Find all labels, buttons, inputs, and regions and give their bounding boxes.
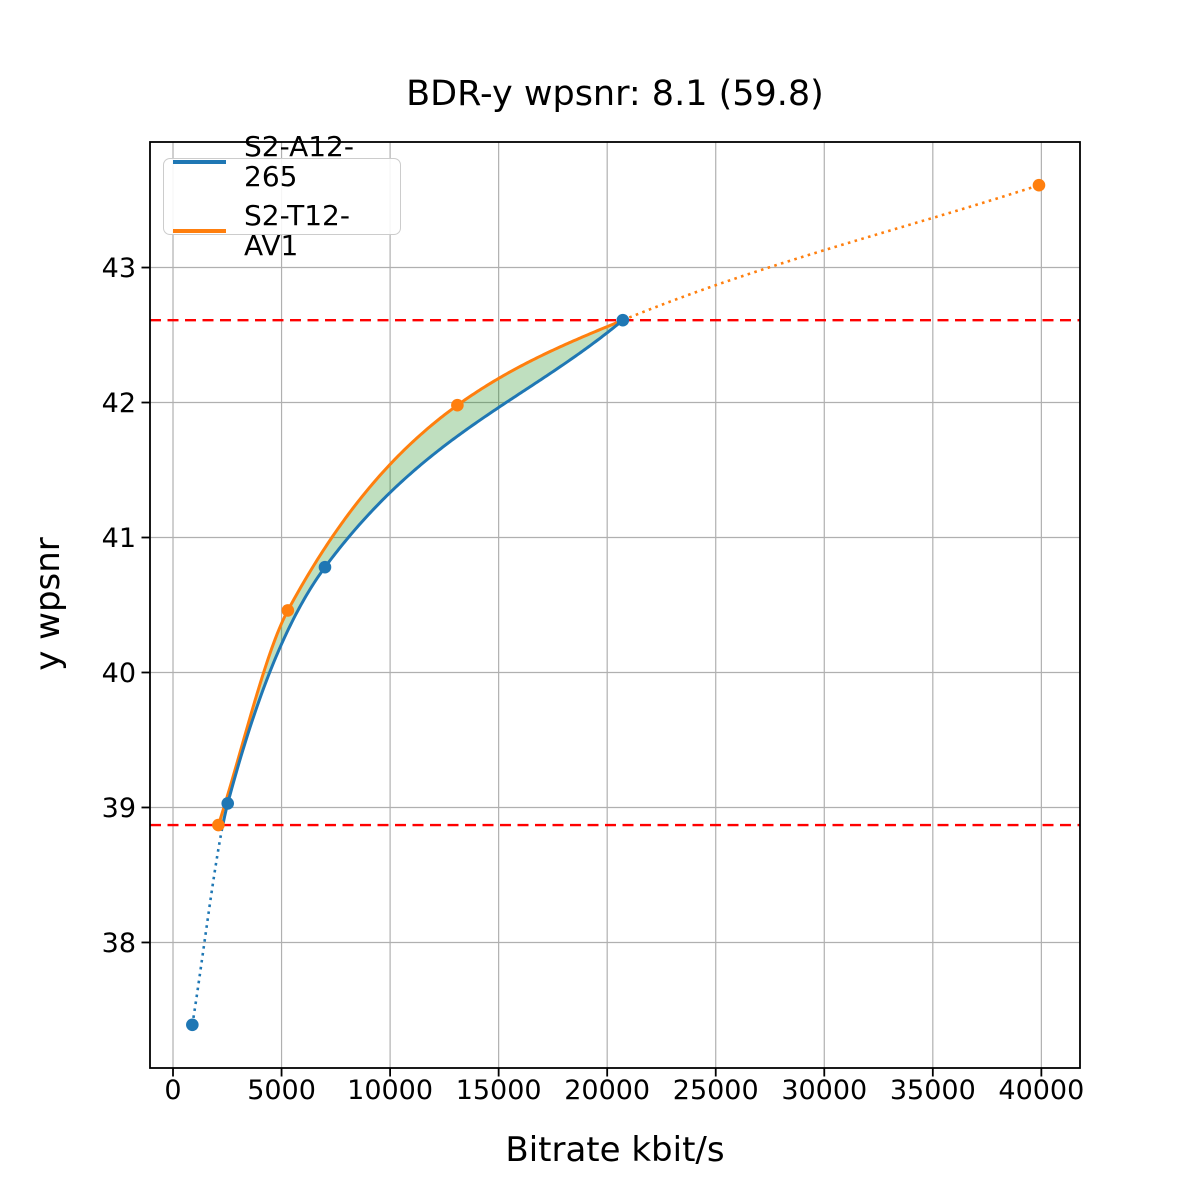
chart-title: BDR-y wpsnr: 8.1 (59.8) — [406, 74, 824, 114]
y-tick-label: 38 — [102, 928, 136, 959]
x-tick-label: 0 — [164, 1075, 181, 1106]
x-tick-label: 35000 — [890, 1075, 976, 1106]
data-point-marker — [221, 797, 235, 810]
x-tick-label: 15000 — [456, 1075, 542, 1106]
data-point-marker — [1032, 178, 1046, 192]
x-axis-label: Bitrate kbit/s — [505, 1130, 725, 1170]
series-s2-t12-av1-dotted — [622, 183, 1040, 322]
legend-swatch-s2-a12-265 — [173, 160, 226, 164]
legend-label-s2-t12-av1: S2-T12-AV1 — [244, 199, 350, 262]
y-tick-label: 41 — [102, 523, 136, 554]
y-tick-label: 42 — [102, 388, 136, 419]
axes-spine — [149, 141, 1081, 1069]
legend-item-s2-t12-av1: S2-T12-AV1 — [173, 201, 400, 261]
x-tick-label: 25000 — [673, 1075, 759, 1106]
series-s2-a12-265-dotted — [191, 824, 225, 1026]
data-point-marker — [281, 604, 295, 617]
y-axis-label: y wpsnr — [28, 537, 68, 671]
legend: S2-A12-265 S2-T12-AV1 — [163, 132, 401, 261]
x-tick-label: 10000 — [347, 1075, 433, 1106]
y-tick-label: 40 — [102, 658, 136, 689]
y-tick-label: 39 — [102, 793, 136, 824]
data-point-marker — [616, 313, 630, 327]
x-tick-label: 20000 — [564, 1075, 650, 1106]
legend-item-s2-a12-265: S2-A12-265 — [173, 132, 400, 192]
series-s2-t12-av1-curve — [216, 318, 625, 827]
x-tick-label: 40000 — [998, 1075, 1084, 1106]
y-tick-label: 43 — [102, 253, 136, 284]
bd-rate-area-fill — [218, 320, 623, 826]
series-s2-a12-265-curve — [221, 318, 625, 827]
data-point-marker — [451, 398, 464, 412]
x-tick-label: 5000 — [247, 1075, 316, 1106]
data-point-marker — [318, 560, 332, 574]
data-point-marker — [212, 818, 225, 832]
data-point-marker — [186, 1018, 199, 1032]
x-tick-label: 30000 — [781, 1075, 867, 1106]
legend-label-s2-a12-265: S2-A12-265 — [244, 130, 354, 193]
legend-swatch-s2-t12-av1 — [173, 229, 226, 233]
